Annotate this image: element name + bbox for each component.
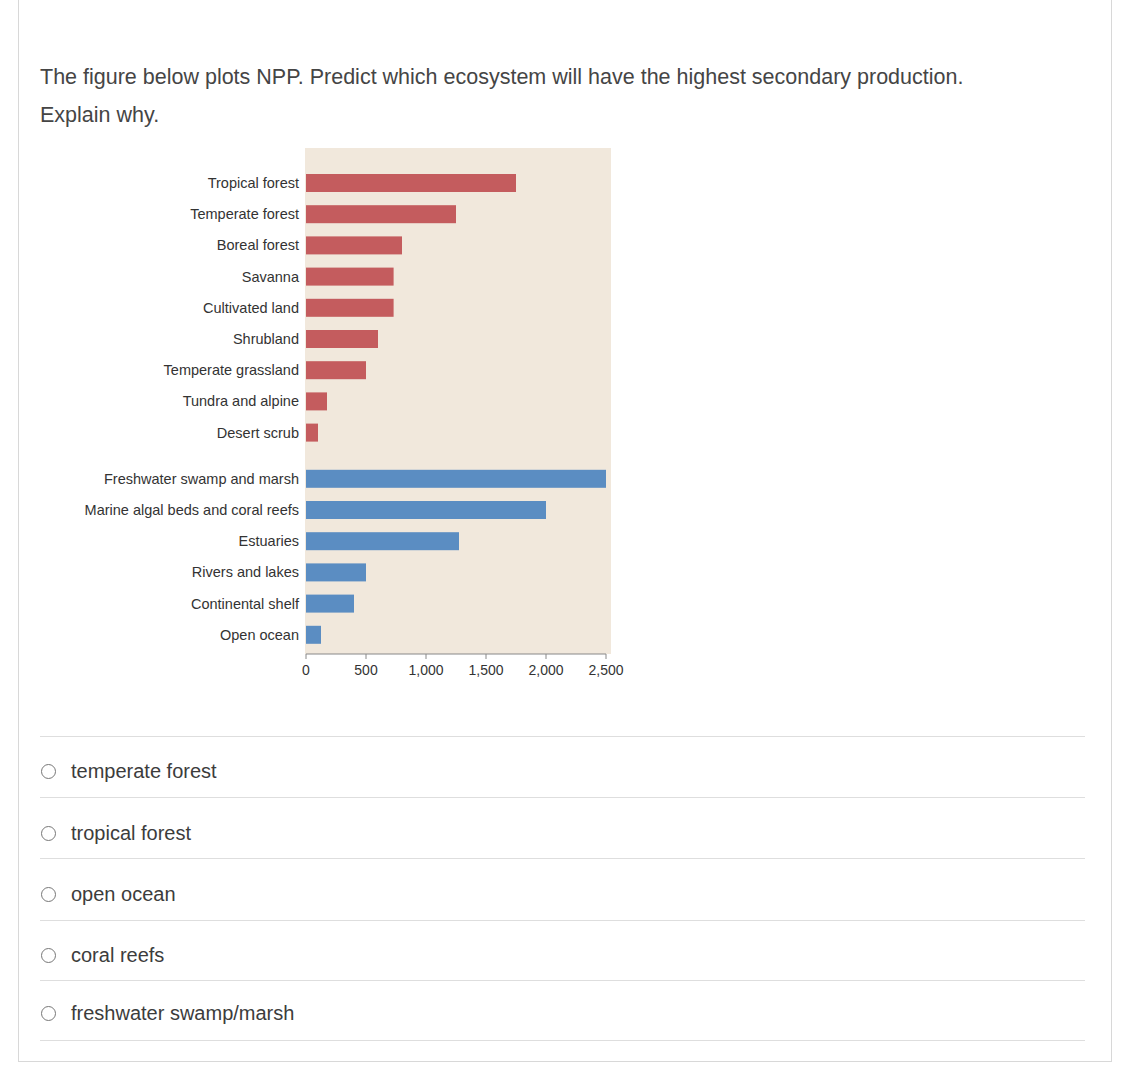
category-label: Boreal forest bbox=[217, 237, 299, 253]
separator bbox=[40, 858, 1085, 859]
question: The figure below plots NPP. Predict whic… bbox=[40, 58, 963, 134]
tick-mark bbox=[546, 654, 547, 659]
category-label: Estuaries bbox=[239, 533, 299, 549]
separator bbox=[40, 980, 1085, 981]
tick-mark bbox=[486, 654, 487, 659]
option-label[interactable]: freshwater swamp/marsh bbox=[71, 1002, 294, 1025]
tick-mark bbox=[426, 654, 427, 659]
category-label: Open ocean bbox=[220, 627, 299, 643]
plot-background bbox=[305, 148, 611, 654]
radio-button[interactable] bbox=[41, 764, 56, 779]
bar bbox=[306, 361, 366, 379]
radio-button[interactable] bbox=[41, 948, 56, 963]
bar bbox=[306, 268, 394, 286]
category-label: Tundra and alpine bbox=[183, 393, 299, 409]
category-labels: Tropical forest Temperate forest Boreal fo… bbox=[85, 175, 300, 643]
bar bbox=[306, 424, 318, 442]
bar bbox=[306, 626, 321, 644]
category-label: Rivers and lakes bbox=[192, 564, 299, 580]
tick-mark bbox=[306, 654, 307, 659]
bar bbox=[306, 174, 516, 192]
separator bbox=[40, 920, 1085, 921]
tick-label: 1,500 bbox=[468, 662, 503, 678]
question-line: The figure below plots NPP. Predict whic… bbox=[40, 58, 963, 96]
category-label: Savanna bbox=[242, 269, 300, 285]
tick-mark bbox=[606, 654, 607, 659]
bar bbox=[306, 205, 456, 223]
category-label: Freshwater swamp and marsh bbox=[104, 471, 299, 487]
bar bbox=[306, 236, 402, 254]
radio-button[interactable] bbox=[41, 1006, 56, 1021]
option-label[interactable]: coral reefs bbox=[71, 944, 164, 967]
bar bbox=[306, 501, 546, 519]
answer-option[interactable]: coral reefs bbox=[40, 940, 164, 970]
x-axis: 0 500 1,000 1,500 2,000 2,500 bbox=[302, 654, 624, 678]
option-label[interactable]: temperate forest bbox=[71, 760, 217, 783]
bar bbox=[306, 330, 378, 348]
category-label: Cultivated land bbox=[203, 300, 299, 316]
bar bbox=[306, 532, 459, 550]
answer-option[interactable]: open ocean bbox=[40, 879, 176, 909]
category-label: Temperate grassland bbox=[164, 362, 299, 378]
tick-label: 2,000 bbox=[528, 662, 563, 678]
option-label[interactable]: tropical forest bbox=[71, 822, 191, 845]
category-label: Continental shelf bbox=[191, 596, 300, 612]
axis-line bbox=[306, 654, 606, 655]
category-label: Shrubland bbox=[233, 331, 299, 347]
question-line: Explain why. bbox=[40, 96, 963, 134]
tick-label: 2,500 bbox=[588, 662, 623, 678]
category-label: Desert scrub bbox=[217, 425, 299, 441]
category-label: Marine algal beds and coral reefs bbox=[85, 502, 299, 518]
tick-label: 0 bbox=[302, 662, 310, 678]
separator bbox=[40, 797, 1085, 798]
bar bbox=[306, 563, 366, 581]
bar bbox=[306, 299, 394, 317]
separator bbox=[40, 736, 1085, 737]
tick-mark bbox=[366, 654, 367, 659]
bar bbox=[306, 470, 606, 488]
separator bbox=[40, 1040, 1085, 1041]
bar bbox=[306, 392, 327, 410]
answer-option[interactable]: tropical forest bbox=[40, 818, 191, 848]
category-label: Tropical forest bbox=[208, 175, 299, 191]
answer-option[interactable]: temperate forest bbox=[40, 756, 217, 786]
tick-label: 500 bbox=[354, 662, 378, 678]
npp-chart: Tropical forest Temperate forest Boreal fo… bbox=[0, 0, 1125, 1074]
radio-button[interactable] bbox=[41, 826, 56, 841]
option-label[interactable]: open ocean bbox=[71, 883, 176, 906]
category-label: Temperate forest bbox=[190, 206, 299, 222]
bar bbox=[306, 595, 354, 613]
tick-label: 1,000 bbox=[408, 662, 443, 678]
bars bbox=[306, 174, 606, 644]
radio-button[interactable] bbox=[41, 887, 56, 902]
answer-option[interactable]: freshwater swamp/marsh bbox=[40, 998, 294, 1028]
